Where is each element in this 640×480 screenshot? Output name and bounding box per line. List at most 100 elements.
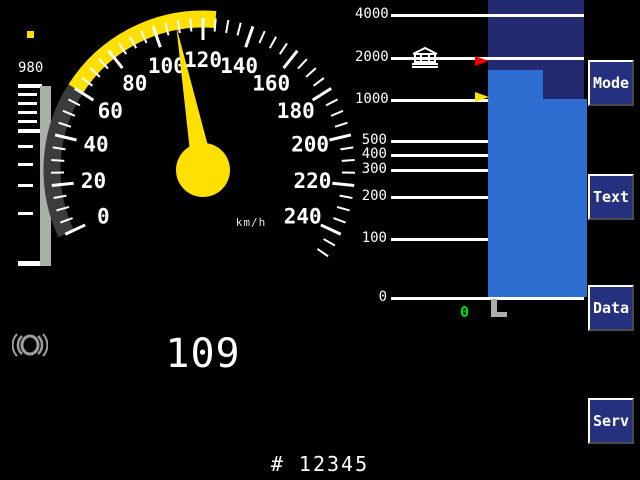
dial-number: 220 bbox=[293, 169, 331, 193]
dial-tick bbox=[297, 58, 308, 70]
chart-axis-label: 200 bbox=[361, 188, 387, 204]
dial-tick bbox=[176, 19, 181, 34]
dial-number: 180 bbox=[277, 99, 315, 123]
dial-number: 80 bbox=[122, 72, 147, 96]
dial-tick bbox=[258, 30, 266, 44]
chart-axis-label: 100 bbox=[361, 230, 387, 246]
chart-axis-label: 0 bbox=[378, 289, 387, 305]
speed-readout: 109 bbox=[165, 331, 241, 377]
chart-axis-label: 500 bbox=[361, 132, 387, 148]
warning-dot-icon bbox=[27, 31, 34, 38]
dial-number: 60 bbox=[98, 99, 123, 123]
dial-tick bbox=[60, 217, 73, 224]
chart-axis-label: 300 bbox=[361, 161, 387, 177]
dial-tick bbox=[129, 36, 138, 49]
dial-tick bbox=[336, 205, 350, 212]
chart-gridline bbox=[391, 238, 584, 241]
beacon-icon bbox=[11, 332, 49, 358]
dial-tick bbox=[311, 87, 333, 102]
dial-tick bbox=[339, 194, 353, 200]
speed-needle bbox=[176, 26, 214, 173]
dial-tick bbox=[334, 121, 348, 128]
building-icon bbox=[410, 46, 440, 68]
chart-gridline bbox=[391, 14, 584, 17]
dial-number: 0 bbox=[97, 204, 110, 228]
axis-corner-marker bbox=[488, 299, 510, 321]
speedometer: 0 20 40 60 80 100 120 140 160 180 200 220 240 km/h bbox=[43, 8, 363, 328]
dial-tick bbox=[213, 18, 217, 32]
needle-hub bbox=[176, 143, 230, 197]
dial-tick bbox=[52, 146, 66, 151]
dial-tick bbox=[236, 22, 242, 36]
chart-gridline bbox=[391, 196, 584, 199]
dial-number: 120 bbox=[184, 48, 222, 72]
left-bar-gauge-ticks bbox=[18, 84, 44, 280]
dial-tick bbox=[56, 205, 70, 212]
dial-tick bbox=[62, 109, 76, 117]
dial-tick bbox=[340, 146, 354, 151]
dial-tick bbox=[312, 77, 325, 87]
zero-green-label: 0 bbox=[460, 303, 470, 321]
dial-tick bbox=[53, 194, 67, 200]
dial-tick bbox=[118, 42, 128, 55]
softkey-data[interactable]: Data bbox=[588, 285, 634, 331]
softkey-serv[interactable]: Serv bbox=[588, 398, 634, 444]
dial-tick bbox=[89, 67, 101, 78]
dial-tick bbox=[54, 133, 77, 142]
chart-gridline bbox=[391, 154, 584, 157]
dial-tick bbox=[332, 181, 355, 187]
dial-tick bbox=[323, 238, 336, 247]
dial-tick bbox=[330, 109, 344, 117]
dial-number: 240 bbox=[284, 204, 322, 228]
dial-tick bbox=[151, 25, 162, 48]
dial-tick bbox=[51, 159, 65, 162]
dial-tick bbox=[282, 49, 299, 69]
yellow-threshold-marker bbox=[475, 91, 489, 102]
vehicle-id-text: # 12345 bbox=[270, 452, 370, 476]
chart-axis-label: 400 bbox=[361, 146, 387, 162]
dial-number: 140 bbox=[220, 54, 258, 78]
dial-tick bbox=[333, 217, 346, 224]
dial-number: 100 bbox=[148, 54, 186, 78]
dial-tick bbox=[164, 22, 170, 36]
softkey-text[interactable]: Text bbox=[588, 174, 634, 220]
chart-axis-label: 4000 bbox=[355, 6, 389, 22]
dial-tick bbox=[278, 42, 288, 55]
dial-tick bbox=[244, 25, 255, 48]
log-bar-chart: 4000 2000 1000 500 400 300 200 100 0 0 bbox=[355, 0, 595, 330]
dial-tick bbox=[64, 223, 86, 236]
dial-number: 20 bbox=[81, 169, 106, 193]
dial-tick bbox=[305, 67, 317, 78]
dial-tick bbox=[58, 121, 72, 128]
chart-gridline bbox=[391, 140, 584, 143]
dial-tick bbox=[320, 223, 342, 236]
chart-axis-label: 1000 bbox=[355, 91, 389, 107]
chart-bar-wide bbox=[488, 99, 587, 297]
softkey-mode[interactable]: Mode bbox=[588, 60, 634, 106]
left-bar-gauge-label: 980 bbox=[18, 60, 44, 76]
dial-tick bbox=[67, 98, 81, 107]
dial-tick bbox=[325, 98, 339, 107]
dial-tick bbox=[341, 159, 355, 162]
dial-tick bbox=[140, 30, 148, 44]
dial-number: 160 bbox=[252, 72, 290, 96]
speed-unit-label: km/h bbox=[235, 216, 267, 229]
dial-tick bbox=[225, 19, 230, 34]
chart-gridline bbox=[391, 169, 584, 172]
chart-gridline bbox=[391, 297, 584, 300]
dial-tick bbox=[81, 77, 94, 87]
dial-tick bbox=[316, 248, 329, 258]
red-threshold-marker bbox=[475, 56, 489, 67]
dial-tick bbox=[98, 58, 109, 70]
chart-axis-label: 2000 bbox=[355, 49, 389, 65]
dial-tick bbox=[51, 181, 74, 187]
dial-tick bbox=[73, 87, 95, 102]
dial-number: 200 bbox=[291, 133, 329, 157]
dial-tick bbox=[189, 18, 193, 32]
dial-tick bbox=[268, 36, 277, 49]
dial-number: 40 bbox=[83, 133, 108, 157]
dial-tick bbox=[107, 49, 124, 69]
dial-tick bbox=[329, 133, 352, 142]
